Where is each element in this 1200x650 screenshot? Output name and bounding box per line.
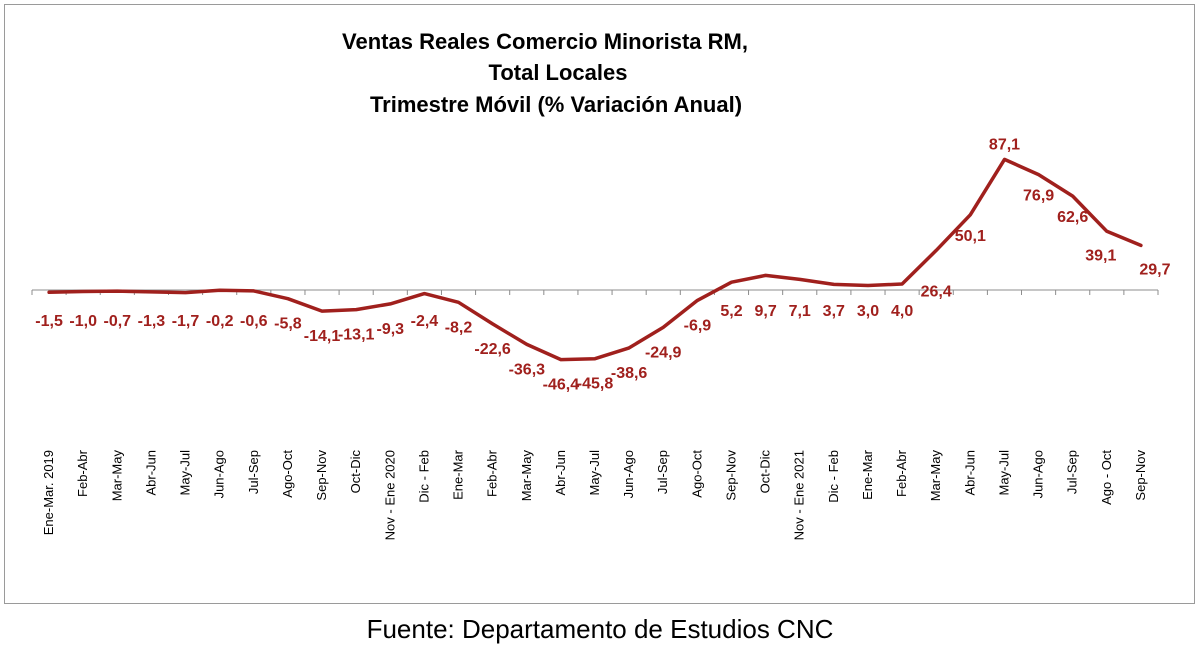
data-label: 3,0	[857, 303, 879, 320]
x-tick-label: Sep-Nov	[314, 450, 329, 501]
data-label: -0,7	[104, 313, 132, 330]
data-label: -38,6	[611, 365, 648, 382]
x-tick-label: Abr-Jun	[143, 450, 158, 496]
x-tick-label: Mar-May	[928, 450, 943, 502]
x-tick-label: Feb-Abr	[894, 449, 909, 497]
data-label: -1,5	[35, 313, 63, 330]
x-tick-label: Sep-Nov	[1133, 450, 1148, 501]
x-tick-label: Ago-Oct	[689, 450, 704, 498]
data-label: -6,9	[684, 317, 712, 334]
data-label: 4,0	[891, 303, 913, 320]
data-label: 50,1	[955, 228, 986, 245]
chart-title-line-3: Trimestre Móvil (% Variación Anual)	[370, 92, 742, 117]
x-tick-label: Dic - Feb	[416, 450, 431, 503]
x-tick-label: Dic - Feb	[826, 450, 841, 503]
data-label: 9,7	[754, 303, 776, 320]
data-label: -36,3	[509, 361, 546, 378]
data-label: 26,4	[921, 283, 952, 300]
x-tick-label: Feb-Abr	[485, 449, 500, 497]
data-label: -2,4	[411, 313, 439, 330]
x-tick-label: Jul-Sep	[1065, 450, 1080, 494]
data-label: -13,1	[338, 327, 375, 344]
data-label: 7,1	[789, 303, 811, 320]
data-label: -0,6	[240, 313, 268, 330]
x-tick-label: Ago-Oct	[280, 450, 295, 498]
x-tick-label: Jun-Ago	[212, 450, 227, 498]
data-labels: -1,5 -1,0 -0,7 -1,3 -1,7 -0,2 -0,6 -5,8-14,1-13…	[35, 136, 1170, 393]
data-label: 62,6	[1057, 209, 1088, 226]
data-label: -8,2	[445, 319, 473, 336]
data-label: -1,0	[69, 313, 97, 330]
source-note: Fuente: Departamento de Estudios CNC	[366, 614, 834, 644]
x-tick-label: Sep-Nov	[724, 450, 739, 501]
data-label: 3,7	[823, 303, 845, 320]
chart-title-line-1: Ventas Reales Comercio Minorista RM,	[342, 29, 748, 54]
series-line-group	[47, 157, 1143, 362]
x-tick-label: Mar-May	[109, 450, 124, 502]
data-label: 87,1	[989, 136, 1020, 153]
x-tick-label: Mar-May	[519, 450, 534, 502]
x-tick-label: Abr-Jun	[962, 450, 977, 496]
chart-title: Ventas Reales Comercio Minorista RM, Tot…	[342, 29, 748, 117]
line-chart: Ventas Reales Comercio Minorista RM, Tot…	[31, 29, 1171, 540]
chart-title-line-2: Total Locales	[489, 60, 628, 85]
data-label: -9,3	[377, 321, 405, 338]
x-tick-label: Abr-Jun	[553, 450, 568, 496]
x-tick-label: Jul-Sep	[655, 450, 670, 494]
chart-frame	[4, 4, 1195, 604]
x-tick-label: Jul-Sep	[246, 450, 261, 494]
data-label: -24,9	[645, 344, 682, 361]
data-label: -0,2	[206, 313, 234, 330]
x-tick-label: Ene-Mar	[451, 449, 466, 500]
data-label: 5,2	[720, 303, 742, 320]
x-tick-label: Jun-Ago	[1031, 450, 1046, 498]
x-tick-label: Oct-Dic	[758, 450, 773, 494]
x-tick-label: Oct-Dic	[348, 450, 363, 494]
x-tick-label: Ago - Oct	[1099, 450, 1114, 505]
x-tick-label: Jun-Ago	[621, 450, 636, 498]
data-label: 76,9	[1023, 188, 1054, 205]
data-label: -1,3	[138, 313, 166, 330]
x-tick-label: May-Jul	[587, 450, 602, 496]
x-tick-label: Nov - Ene 2021	[792, 450, 807, 540]
data-label: -46,4	[543, 377, 580, 394]
data-label: 39,1	[1085, 247, 1116, 264]
data-label: 29,7	[1139, 261, 1170, 278]
x-tick-label: May-Jul	[178, 450, 193, 496]
x-tick-label: Feb-Abr	[75, 449, 90, 497]
data-label: -5,8	[274, 316, 302, 333]
x-tick-label: Nov - Ene 2020	[382, 450, 397, 540]
x-tick-label: Ene-Mar. 2019	[41, 450, 56, 535]
x-tick-label: May-Jul	[997, 450, 1012, 496]
data-label: -1,7	[172, 313, 200, 330]
data-label: -22,6	[474, 341, 511, 358]
data-label: -45,8	[577, 376, 614, 393]
x-tick-label: Ene-Mar	[860, 449, 875, 500]
data-label: -14,1	[304, 328, 341, 345]
x-tick-labels: Ene-Mar. 2019 Feb-Abr Mar-May Abr-Jun May-Ju…	[41, 449, 1148, 540]
